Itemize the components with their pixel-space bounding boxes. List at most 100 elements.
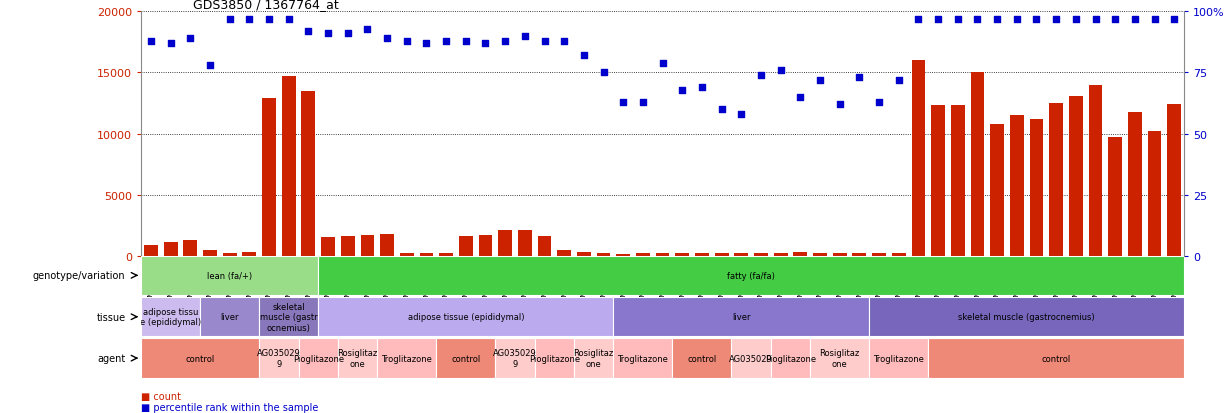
Point [692, 85, 712, 91]
Point [790, 95, 810, 101]
Bar [557, 250, 571, 256]
Bar [400, 254, 413, 256]
Point [279, 17, 298, 23]
Text: AG035029: AG035029 [729, 354, 773, 363]
Bar [951, 106, 964, 256]
Point [633, 99, 653, 106]
Text: liver: liver [221, 313, 239, 321]
Bar [774, 254, 788, 256]
Text: control: control [452, 354, 481, 363]
Bar [814, 254, 827, 256]
Bar [259, 297, 318, 337]
Bar [1088, 85, 1102, 256]
Text: skeletal
muscle (gastr
ocnemius): skeletal muscle (gastr ocnemius) [260, 302, 318, 332]
Bar [318, 297, 614, 337]
Text: AG035029
9: AG035029 9 [493, 349, 537, 368]
Point [810, 77, 829, 84]
Text: Troglitazone: Troglitazone [874, 354, 924, 363]
Bar [420, 254, 433, 256]
Bar [377, 339, 437, 378]
Point [988, 17, 1007, 23]
Text: Rosiglitaz
one: Rosiglitaz one [820, 349, 860, 368]
Bar [1069, 97, 1082, 256]
Text: Rosiglitaz
one: Rosiglitaz one [573, 349, 614, 368]
Bar [869, 297, 1184, 337]
Text: control: control [687, 354, 717, 363]
Bar [144, 245, 158, 256]
Bar [183, 240, 198, 256]
Point [141, 38, 161, 45]
Text: adipose tissue (epididymal): adipose tissue (epididymal) [407, 313, 524, 321]
Point [869, 99, 888, 106]
Point [614, 99, 633, 106]
Bar [141, 339, 259, 378]
Point [417, 41, 437, 47]
Point [220, 17, 239, 23]
Bar [361, 235, 374, 256]
Point [1145, 17, 1164, 23]
Point [1164, 17, 1184, 23]
Bar [971, 74, 984, 256]
Bar [437, 339, 496, 378]
Bar [537, 237, 551, 256]
Bar [204, 250, 217, 256]
Point [574, 53, 594, 59]
Point [908, 17, 928, 23]
Bar [810, 339, 869, 378]
Bar [869, 339, 929, 378]
Point [298, 28, 318, 35]
Bar [1029, 120, 1043, 256]
Text: Pioglitazone: Pioglitazone [293, 354, 344, 363]
Bar [694, 254, 709, 256]
Point [377, 36, 396, 43]
Bar [459, 237, 472, 256]
Bar [655, 254, 670, 256]
Bar [714, 254, 729, 256]
Bar [263, 99, 276, 256]
Point [1125, 17, 1145, 23]
Point [968, 17, 988, 23]
Point [200, 63, 220, 69]
Bar [479, 235, 492, 256]
Bar [675, 254, 690, 256]
Text: Troglitazone: Troglitazone [617, 354, 669, 363]
Text: Rosiglitaz
one: Rosiglitaz one [337, 349, 378, 368]
Text: skeletal muscle (gastrocnemius): skeletal muscle (gastrocnemius) [958, 313, 1094, 321]
Text: Pioglitazone: Pioglitazone [529, 354, 580, 363]
Text: Troglitazone: Troglitazone [382, 354, 432, 363]
Bar [496, 339, 535, 378]
Bar [1167, 105, 1182, 256]
Bar [931, 106, 945, 256]
Point [259, 17, 279, 23]
Text: control: control [185, 354, 215, 363]
Text: Pioglitazone: Pioglitazone [764, 354, 816, 363]
Bar [614, 297, 869, 337]
Text: tissue: tissue [97, 312, 125, 322]
Point [653, 60, 672, 67]
Point [1027, 17, 1047, 23]
Bar [380, 234, 394, 256]
Text: GDS3850 / 1367764_at: GDS3850 / 1367764_at [194, 0, 339, 11]
Bar [616, 255, 631, 256]
Text: liver: liver [733, 313, 751, 321]
Bar [298, 339, 337, 378]
Bar [614, 339, 672, 378]
Bar [833, 254, 847, 256]
Bar [321, 238, 335, 256]
Bar [518, 230, 531, 256]
Text: lean (fa/+): lean (fa/+) [207, 271, 253, 280]
Bar [574, 339, 614, 378]
Bar [731, 339, 771, 378]
Point [239, 17, 259, 23]
Point [161, 41, 180, 47]
Text: genotype/variation: genotype/variation [33, 271, 125, 281]
Bar [735, 254, 748, 256]
Bar [853, 254, 866, 256]
Bar [771, 339, 810, 378]
Bar [259, 339, 298, 378]
Point [1007, 17, 1027, 23]
Point [357, 26, 377, 33]
Bar [1010, 116, 1023, 256]
Bar [341, 237, 355, 256]
Point [398, 38, 417, 45]
